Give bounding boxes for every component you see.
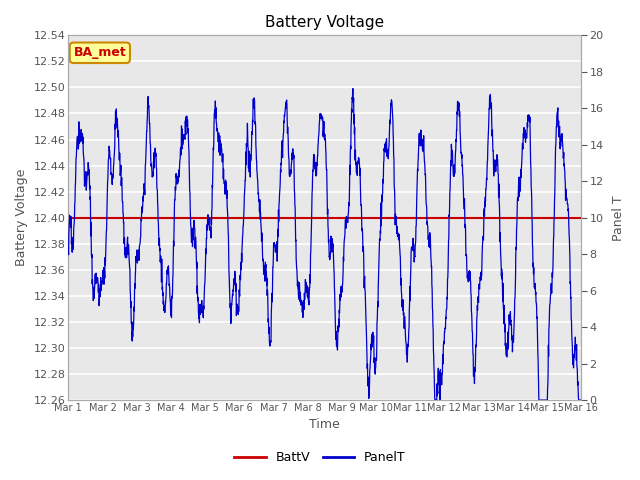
Legend: BattV, PanelT: BattV, PanelT: [229, 446, 411, 469]
Y-axis label: Battery Voltage: Battery Voltage: [15, 169, 28, 266]
X-axis label: Time: Time: [309, 419, 340, 432]
Title: Battery Voltage: Battery Voltage: [265, 15, 385, 30]
Text: BA_met: BA_met: [74, 46, 126, 59]
Y-axis label: Panel T: Panel T: [612, 195, 625, 240]
